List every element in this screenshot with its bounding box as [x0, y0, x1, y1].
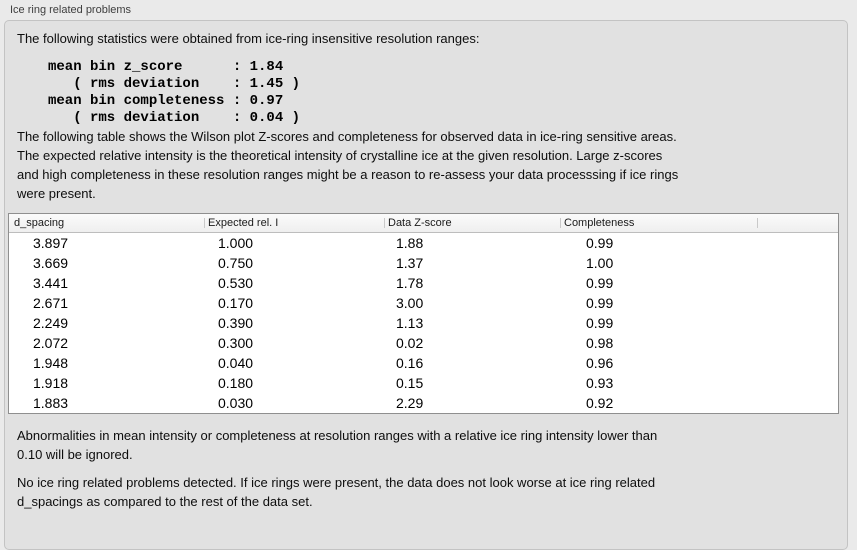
table-cell: 3.00	[396, 295, 424, 311]
table-cell: 0.750	[218, 255, 254, 271]
table-cell: 1.948	[33, 355, 69, 371]
table-cell: 1.883	[33, 395, 69, 411]
table-cell: 0.530	[218, 275, 254, 291]
table-cell	[757, 393, 838, 413]
table-cell: 0.16	[396, 355, 424, 371]
panel-title: Ice ring related problems	[10, 4, 132, 16]
table-cell: 2.249	[33, 315, 69, 331]
table-cell	[757, 333, 838, 353]
table-cell: 0.180	[218, 375, 254, 391]
table-cell	[757, 373, 838, 393]
table-cell: 1.918	[33, 375, 69, 391]
table-row[interactable]: 2.671 0.170 3.00 0.99	[9, 293, 838, 313]
table-row[interactable]: 1.883 0.030 2.29 0.92	[9, 393, 838, 413]
table-cell: 0.96	[586, 355, 614, 371]
table-cell: 0.92	[586, 395, 614, 411]
stats-block: mean bin z_score : 1.84 ( rms deviation …	[48, 59, 301, 126]
table-row[interactable]: 1.948 0.040 0.16 0.96	[9, 353, 838, 373]
table-cell	[757, 273, 838, 293]
table-cell: 0.99	[586, 235, 614, 251]
table-row[interactable]: 2.072 0.300 0.02 0.98	[9, 333, 838, 353]
ice-ring-table: d_spacing Expected rel. I Data Z-score C…	[8, 213, 839, 414]
table-cell: 3.441	[33, 275, 69, 291]
table-row[interactable]: 3.669 0.750 1.37 1.00	[9, 253, 838, 273]
table-cell: 1.88	[396, 235, 424, 251]
table-cell: 0.030	[218, 395, 254, 411]
table-header-row: d_spacing Expected rel. I Data Z-score C…	[9, 214, 838, 233]
table-cell: 0.040	[218, 355, 254, 371]
column-header-d-spacing[interactable]: d_spacing	[9, 214, 204, 233]
conclusion-text: No ice ring related problems detected. I…	[17, 475, 656, 509]
table-cell: 0.99	[586, 295, 614, 311]
table-cell: 0.300	[218, 335, 254, 351]
table-cell: 1.13	[396, 315, 424, 331]
column-header-data-z-score[interactable]: Data Z-score	[384, 214, 560, 233]
ignore-note: Abnormalities in mean intensity or compl…	[17, 428, 658, 462]
table-cell: 1.00	[586, 255, 614, 271]
table-description: The following table shows the Wilson plo…	[17, 129, 679, 201]
ice-ring-groupbox: The following statistics were obtained f…	[4, 20, 848, 550]
table-cell	[757, 353, 838, 373]
table-cell: 3.897	[33, 235, 69, 251]
table-cell: 2.072	[33, 335, 69, 351]
table-cell: 0.390	[218, 315, 254, 331]
table-cell: 0.170	[218, 295, 254, 311]
table-row[interactable]: 3.897 1.000 1.88 0.99	[9, 233, 838, 253]
table-cell: 1.37	[396, 255, 424, 271]
table-cell: 0.98	[586, 335, 614, 351]
intro-text: The following statistics were obtained f…	[17, 31, 480, 46]
table-row[interactable]: 3.441 0.530 1.78 0.99	[9, 273, 838, 293]
table-row[interactable]: 1.918 0.180 0.15 0.93	[9, 373, 838, 393]
table-cell	[757, 313, 838, 333]
table-cell: 3.669	[33, 255, 69, 271]
table-cell: 2.671	[33, 295, 69, 311]
table-cell: 0.02	[396, 335, 424, 351]
table-cell: 0.99	[586, 315, 614, 331]
table-cell	[757, 233, 838, 253]
table-row[interactable]: 2.249 0.390 1.13 0.99	[9, 313, 838, 333]
table-cell: 0.99	[586, 275, 614, 291]
table-cell	[757, 253, 838, 273]
table-cell: 0.15	[396, 375, 424, 391]
column-header-spacer	[757, 214, 838, 233]
table-cell: 2.29	[396, 395, 424, 411]
table-cell	[757, 293, 838, 313]
column-header-completeness[interactable]: Completeness	[560, 214, 757, 233]
table-cell: 1.78	[396, 275, 424, 291]
table-cell: 1.000	[218, 235, 254, 251]
table-body: 3.897 1.000 1.88 0.99 3.669 0.750 1.37 1.00 3.44…	[9, 233, 838, 413]
table-cell: 0.93	[586, 375, 614, 391]
column-header-expected-rel-i[interactable]: Expected rel. I	[204, 214, 384, 233]
